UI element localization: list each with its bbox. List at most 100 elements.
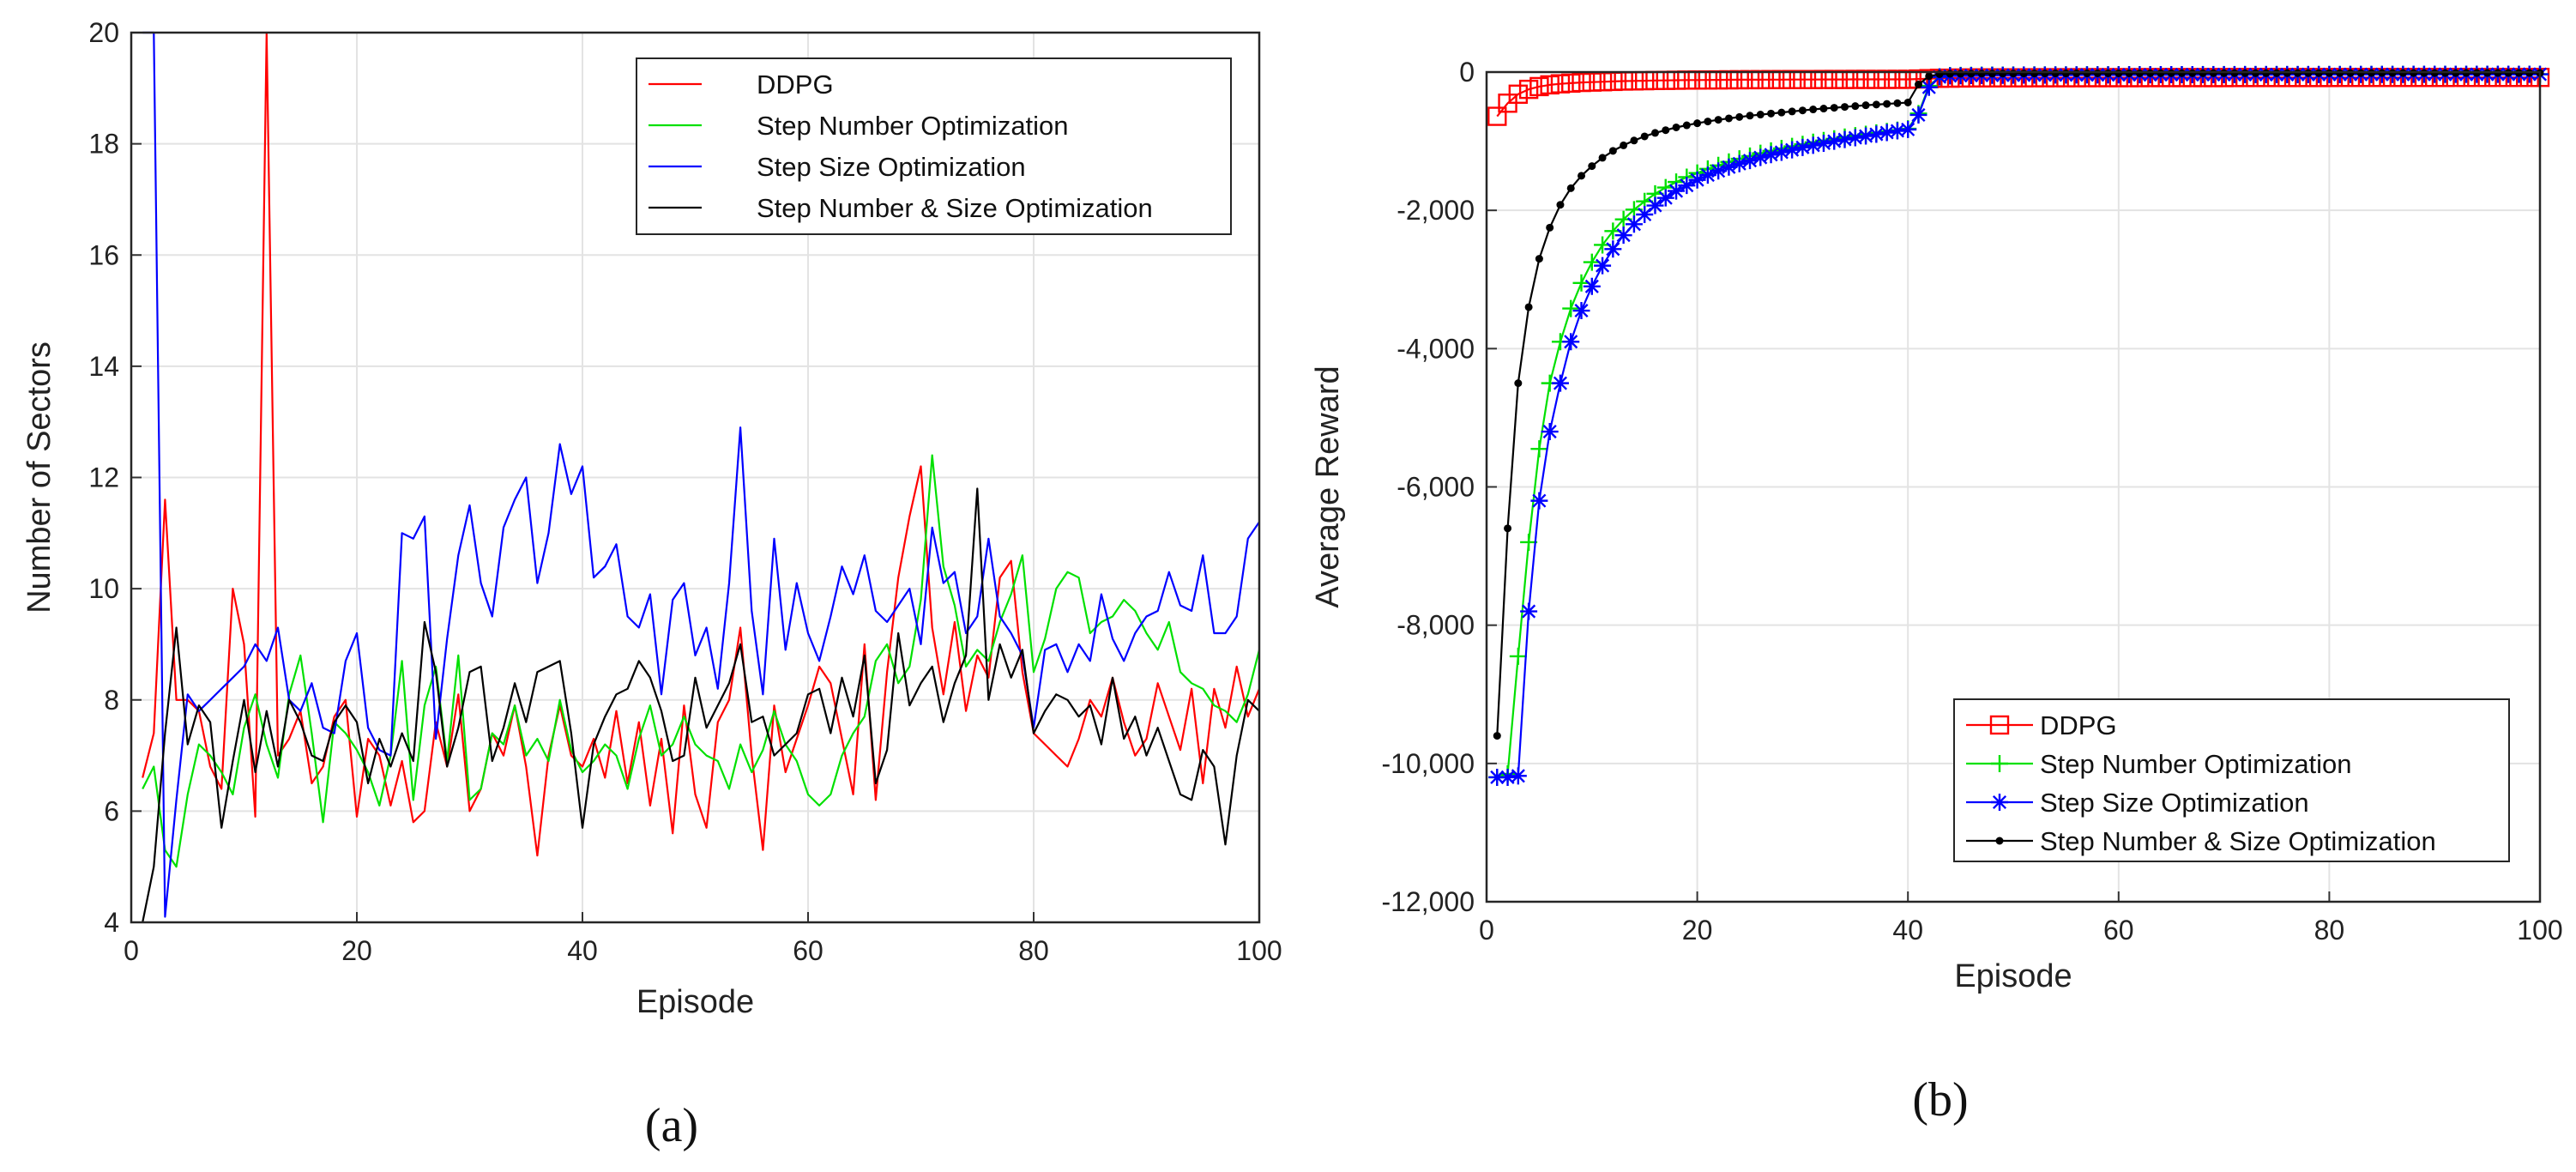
dot-marker <box>1598 154 1607 162</box>
legend-label: Step Number Optimization <box>757 111 1069 141</box>
y-tick-label: 14 <box>88 351 119 382</box>
star-marker <box>1846 129 1864 147</box>
x-tick-label: 0 <box>1479 915 1494 945</box>
dot-marker <box>1546 223 1554 232</box>
series-line-0 <box>1496 76 2540 118</box>
x-tick-label: 0 <box>124 935 139 966</box>
legend-label: Step Number & Size Optimization <box>2040 826 2436 856</box>
legend: DDPG Step Number Optimization Step Size Op… <box>1953 698 2510 862</box>
star-marker <box>1583 277 1601 295</box>
star-marker <box>1668 182 1686 200</box>
star-marker <box>1814 135 1832 153</box>
dot-marker <box>1514 379 1523 388</box>
dot-marker <box>1925 72 1934 81</box>
dot-marker <box>2262 69 2271 77</box>
dot-marker <box>1767 109 1776 118</box>
dot-marker <box>2030 69 2039 78</box>
dot-marker <box>2199 69 2207 77</box>
square-marker <box>1835 69 1855 89</box>
square-marker <box>1855 69 1876 89</box>
dot-marker <box>2135 69 2144 77</box>
x-tick-label: 20 <box>1682 915 1713 945</box>
star-marker <box>1710 162 1728 180</box>
star-marker <box>1562 333 1580 351</box>
dot-marker <box>2125 69 2133 77</box>
star-marker <box>1614 227 1632 245</box>
dot-marker <box>1662 126 1670 135</box>
star-marker <box>1572 302 1590 320</box>
square-marker <box>1803 69 1823 89</box>
legend-label: Step Number & Size Optimization <box>757 193 1153 223</box>
x-tick-label: 40 <box>1892 915 1923 945</box>
dot-marker <box>1830 104 1838 112</box>
dot-marker <box>1988 69 1996 78</box>
dot-marker <box>1714 116 1722 124</box>
legend-box <box>636 57 1232 235</box>
dot-marker <box>1682 121 1691 130</box>
dot-marker <box>2220 69 2229 77</box>
series-line-3 <box>142 487 1260 923</box>
dot-marker <box>1999 69 2007 78</box>
star-marker <box>1530 492 1548 510</box>
square-marker <box>1782 69 1802 89</box>
dot-marker <box>2188 69 2197 77</box>
legend-label: DDPG <box>2040 710 2117 740</box>
y-tick-label: 6 <box>104 795 119 826</box>
dot-marker <box>1883 100 1891 108</box>
legend: DDPG Step Number Optimization Step Size Op… <box>636 57 1232 235</box>
dot-marker <box>1704 118 1712 126</box>
square-marker <box>1813 69 1834 89</box>
figure-caption: (a) <box>645 1099 698 1152</box>
square-marker <box>1897 69 1918 89</box>
star-marker <box>1836 130 1854 148</box>
dot-marker <box>2230 69 2239 77</box>
star-marker <box>1825 132 1843 150</box>
star-marker <box>1636 206 1654 224</box>
dot-marker <box>2157 69 2165 77</box>
axes-box <box>1485 70 2542 903</box>
plus-marker <box>1991 755 2008 772</box>
dot-marker <box>1493 732 1501 740</box>
square-marker <box>1561 73 1581 94</box>
legend-box <box>1953 698 2510 862</box>
dot-marker <box>1608 147 1617 155</box>
y-axis-label: Number of Sectors <box>21 341 57 613</box>
y-tick-label: 16 <box>88 239 119 270</box>
y-tick-label: 8 <box>104 685 119 716</box>
dot-marker <box>1819 105 1828 113</box>
star-marker <box>1688 171 1706 189</box>
dot-marker <box>1650 129 1659 137</box>
dot-marker <box>2083 69 2091 78</box>
dot-marker <box>2072 69 2081 78</box>
star-marker <box>1509 767 1527 785</box>
star-marker <box>1720 158 1738 176</box>
dot-marker <box>1693 119 1702 128</box>
star-marker <box>1604 240 1622 258</box>
y-tick-label: -2,000 <box>1397 195 1475 226</box>
square-marker <box>1540 75 1559 95</box>
star-marker <box>1678 177 1696 195</box>
dot-marker <box>1588 162 1596 171</box>
y-tick-label: 12 <box>88 462 119 493</box>
dot-marker <box>1524 303 1533 311</box>
dot-marker <box>2009 69 2018 78</box>
star-marker <box>1909 106 1927 124</box>
x-tick-label: 40 <box>567 935 598 966</box>
square-marker <box>1877 69 1897 89</box>
y-tick-label: 10 <box>88 573 119 604</box>
dot-marker <box>2177 69 2186 77</box>
x-tick-label: 100 <box>1236 935 1282 966</box>
star-marker <box>1520 602 1538 620</box>
star-marker <box>1794 138 1812 156</box>
dot-marker <box>1967 69 1976 78</box>
dot-marker <box>2146 69 2155 77</box>
square-marker <box>1487 106 1507 126</box>
y-tick-label: -8,000 <box>1397 610 1475 641</box>
star-marker <box>1499 768 1517 786</box>
chart-a: 0 20 40 60 80 100 4 6 8 10 12 14 16 18 20 Episode Number… <box>21 17 1282 1152</box>
dot-marker <box>1903 98 1912 106</box>
legend-label: Step Number Optimization <box>2040 749 2352 779</box>
dot-marker <box>1620 141 1628 149</box>
x-axis-label: Episode <box>1954 958 2072 994</box>
y-tick-label: 18 <box>88 129 119 160</box>
